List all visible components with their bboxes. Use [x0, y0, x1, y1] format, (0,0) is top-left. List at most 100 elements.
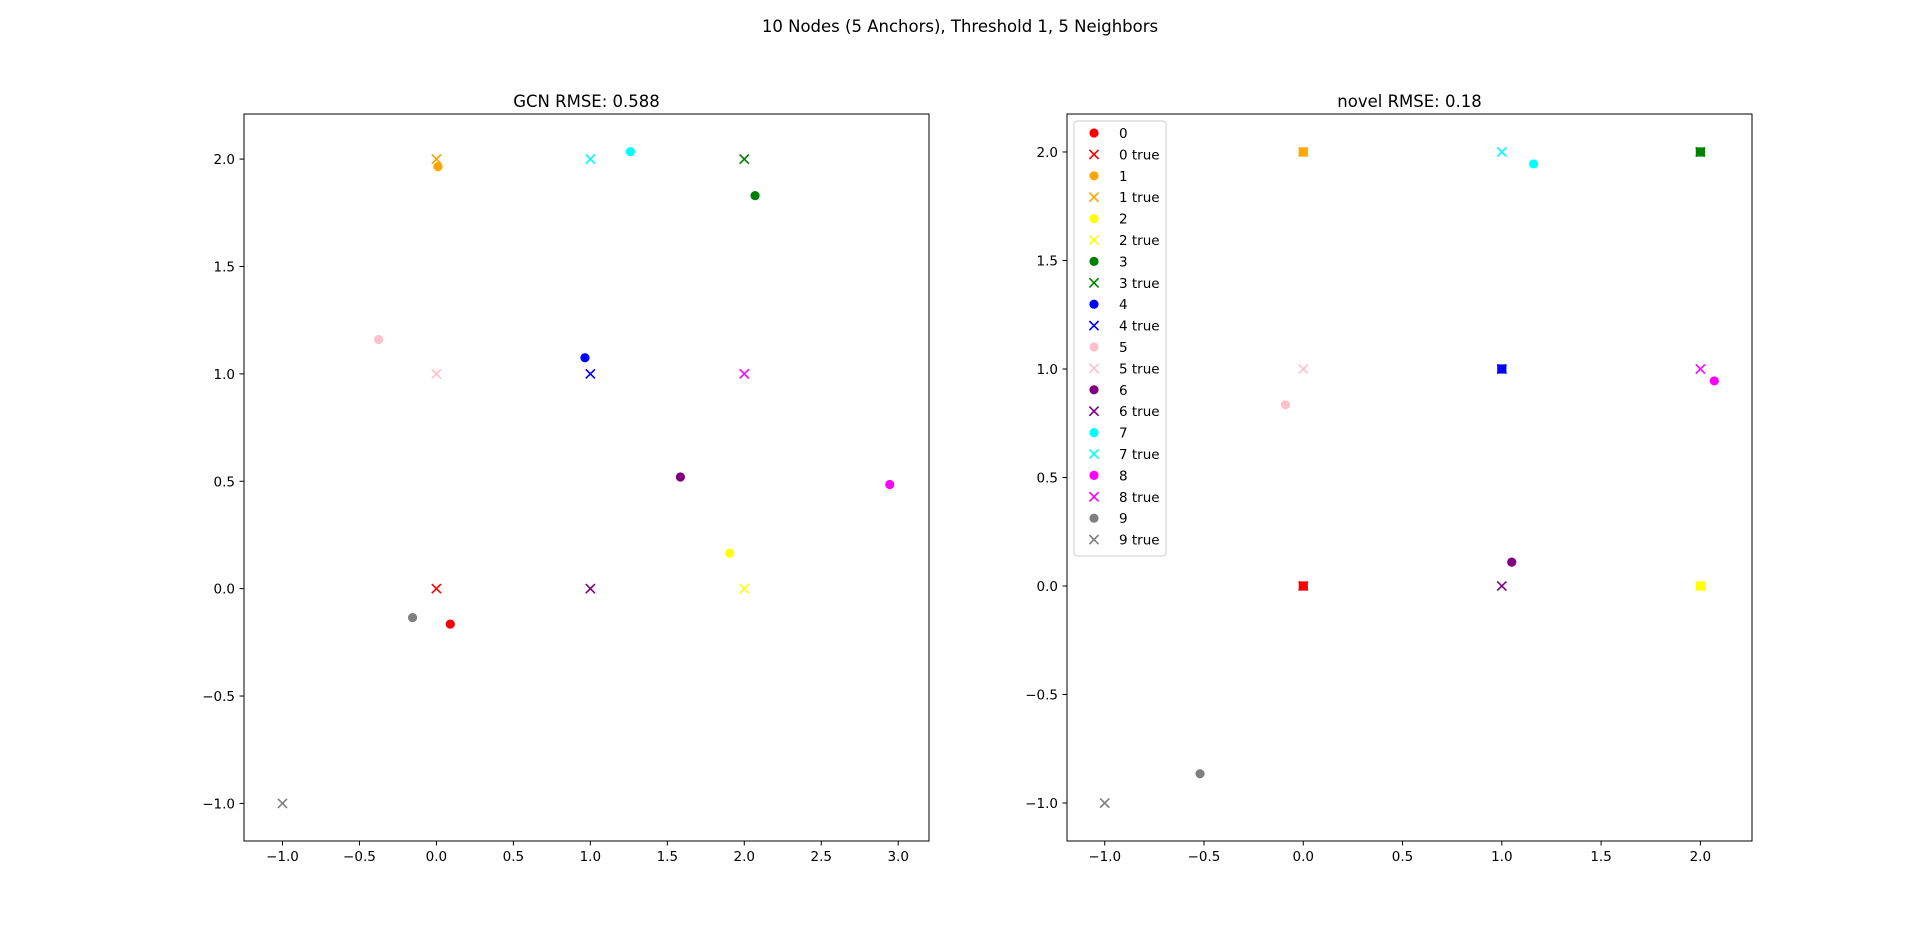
legend-label: 4 true — [1119, 319, 1160, 335]
x-tick-label: 2.0 — [734, 849, 755, 865]
legend-label: 2 — [1119, 212, 1128, 228]
legend-marker-2 — [1089, 214, 1099, 224]
legend: 0 0 true 1 1 true 2 2 true 3 3 true 4 4 true 5 5 tr… — [1073, 120, 1167, 557]
legend-label: 7 true — [1119, 447, 1160, 463]
x-tick-label: −0.5 — [1188, 849, 1221, 865]
node-5-true-point — [1298, 363, 1309, 375]
node-3-true-point — [1695, 146, 1706, 158]
legend-label: 2 true — [1119, 233, 1160, 249]
legend-label: 5 — [1119, 340, 1128, 356]
legend-marker-5-true — [1088, 363, 1100, 374]
legend-box — [1073, 120, 1167, 557]
legend-label: 0 true — [1119, 147, 1160, 163]
legend-label: 9 true — [1119, 533, 1160, 549]
legend-marker-0-true — [1088, 149, 1100, 160]
y-tick-label: −1.0 — [202, 796, 235, 812]
node-7-true-point — [585, 153, 596, 165]
legend-marker-4-true — [1088, 320, 1100, 331]
x-tick-label: 1.0 — [580, 849, 601, 865]
y-tick-label: 1.0 — [1037, 362, 1058, 378]
x-tick-label: 0.0 — [426, 849, 447, 865]
node-5-true-point — [431, 368, 442, 380]
node-8-pred-point — [885, 479, 895, 490]
legend-marker-1-true — [1088, 192, 1100, 203]
x-tick-label: 1.5 — [1590, 849, 1611, 865]
y-tick-label: 0.5 — [1037, 471, 1058, 487]
x-tick-label: 1.5 — [657, 849, 678, 865]
x-tick-label: 1.0 — [1491, 849, 1512, 865]
node-2-true-point — [1695, 580, 1706, 592]
legend-label: 3 — [1119, 254, 1128, 270]
node-4-true-point — [585, 368, 596, 380]
node-3-pred-point — [750, 191, 760, 201]
x-tick-label: 2.5 — [811, 849, 832, 865]
axes-title: GCN RMSE: 0.588 — [513, 92, 660, 111]
legend-marker-0 — [1089, 128, 1099, 138]
node-9-true-point — [277, 798, 288, 809]
legend-marker-9 — [1089, 513, 1099, 523]
legend-label: 1 — [1119, 169, 1128, 185]
axes-title: novel RMSE: 0.18 — [1337, 92, 1481, 111]
legend-marker-3-true — [1088, 277, 1100, 288]
x-tick-label: −1.0 — [266, 849, 299, 865]
node-0-pred-point — [445, 619, 455, 629]
y-tick-label: 0.0 — [214, 582, 235, 598]
x-tick-label: 0.5 — [1392, 849, 1413, 865]
legend-label: 0 — [1119, 126, 1128, 142]
node-2-pred-point — [725, 548, 735, 558]
y-tick-label: 0.5 — [214, 474, 235, 490]
figure-suptitle: 10 Nodes (5 Anchors), Threshold 1, 5 Nei… — [762, 17, 1158, 36]
legend-label: 8 true — [1119, 490, 1160, 506]
y-tick-label: 2.0 — [214, 152, 235, 168]
node-6-pred-point — [675, 472, 685, 482]
node-4-pred-point — [580, 353, 590, 363]
node-3-true-point — [739, 153, 750, 165]
node-5-pred-point — [1280, 400, 1291, 410]
legend-label: 1 true — [1119, 190, 1160, 206]
legend-marker-7 — [1089, 428, 1099, 438]
y-tick-label: −0.5 — [1025, 688, 1058, 704]
node-5-pred-point — [374, 334, 384, 345]
node-2-true-point — [739, 583, 750, 594]
node-8-true-point — [1695, 363, 1706, 375]
gcn-axes: GCN RMSE: 0.588 −1.0 −0.5 0.0 0.5 1.0 1.5 2.0 2.… — [202, 92, 930, 865]
legend-marker-6 — [1089, 385, 1099, 395]
y-tick-label: 2.0 — [1037, 145, 1058, 161]
legend-label: 6 true — [1119, 404, 1160, 420]
node-8-pred-point — [1709, 376, 1719, 386]
x-tick-label: 3.0 — [887, 849, 908, 865]
node-9-pred-point — [407, 613, 418, 623]
legend-marker-8-true — [1088, 491, 1100, 502]
y-tick-label: 0.0 — [1037, 579, 1058, 595]
legend-label: 3 true — [1119, 276, 1160, 292]
node-6-pred-point — [1507, 557, 1517, 567]
legend-marker-4 — [1089, 299, 1099, 309]
y-tick-label: −1.0 — [1025, 796, 1058, 812]
legend-label: 5 true — [1119, 361, 1160, 377]
node-6-true-point — [1496, 580, 1507, 592]
x-tick-label: −1.0 — [1088, 849, 1121, 865]
legend-label: 8 — [1119, 468, 1128, 484]
x-tick-label: 0.5 — [503, 849, 524, 865]
node-4-true-point — [1496, 363, 1507, 375]
x-tick-label: −0.5 — [343, 849, 376, 865]
axes-frame — [1066, 113, 1753, 842]
node-1-true-point — [431, 153, 442, 165]
legend-marker-6-true — [1088, 406, 1100, 417]
novel-axes: novel RMSE: 0.18 −1.0 −0.5 0.0 0.5 1.0 1.5 2.0 −… — [1025, 92, 1753, 865]
x-tick-label: 2.0 — [1690, 849, 1711, 865]
legend-marker-3 — [1089, 256, 1099, 266]
legend-marker-8 — [1089, 470, 1099, 480]
legend-marker-7-true — [1088, 448, 1100, 460]
node-0-true-point — [1298, 580, 1309, 592]
legend-marker-1 — [1089, 171, 1099, 181]
legend-marker-9-true — [1088, 534, 1100, 545]
node-9-true-point — [1099, 797, 1110, 809]
node-0-true-point — [431, 583, 442, 594]
node-8-true-point — [739, 368, 750, 380]
node-7-pred-point — [625, 146, 635, 157]
node-9-pred-point — [1195, 769, 1205, 779]
y-tick-label: −0.5 — [202, 689, 235, 705]
legend-label: 9 — [1119, 511, 1128, 527]
